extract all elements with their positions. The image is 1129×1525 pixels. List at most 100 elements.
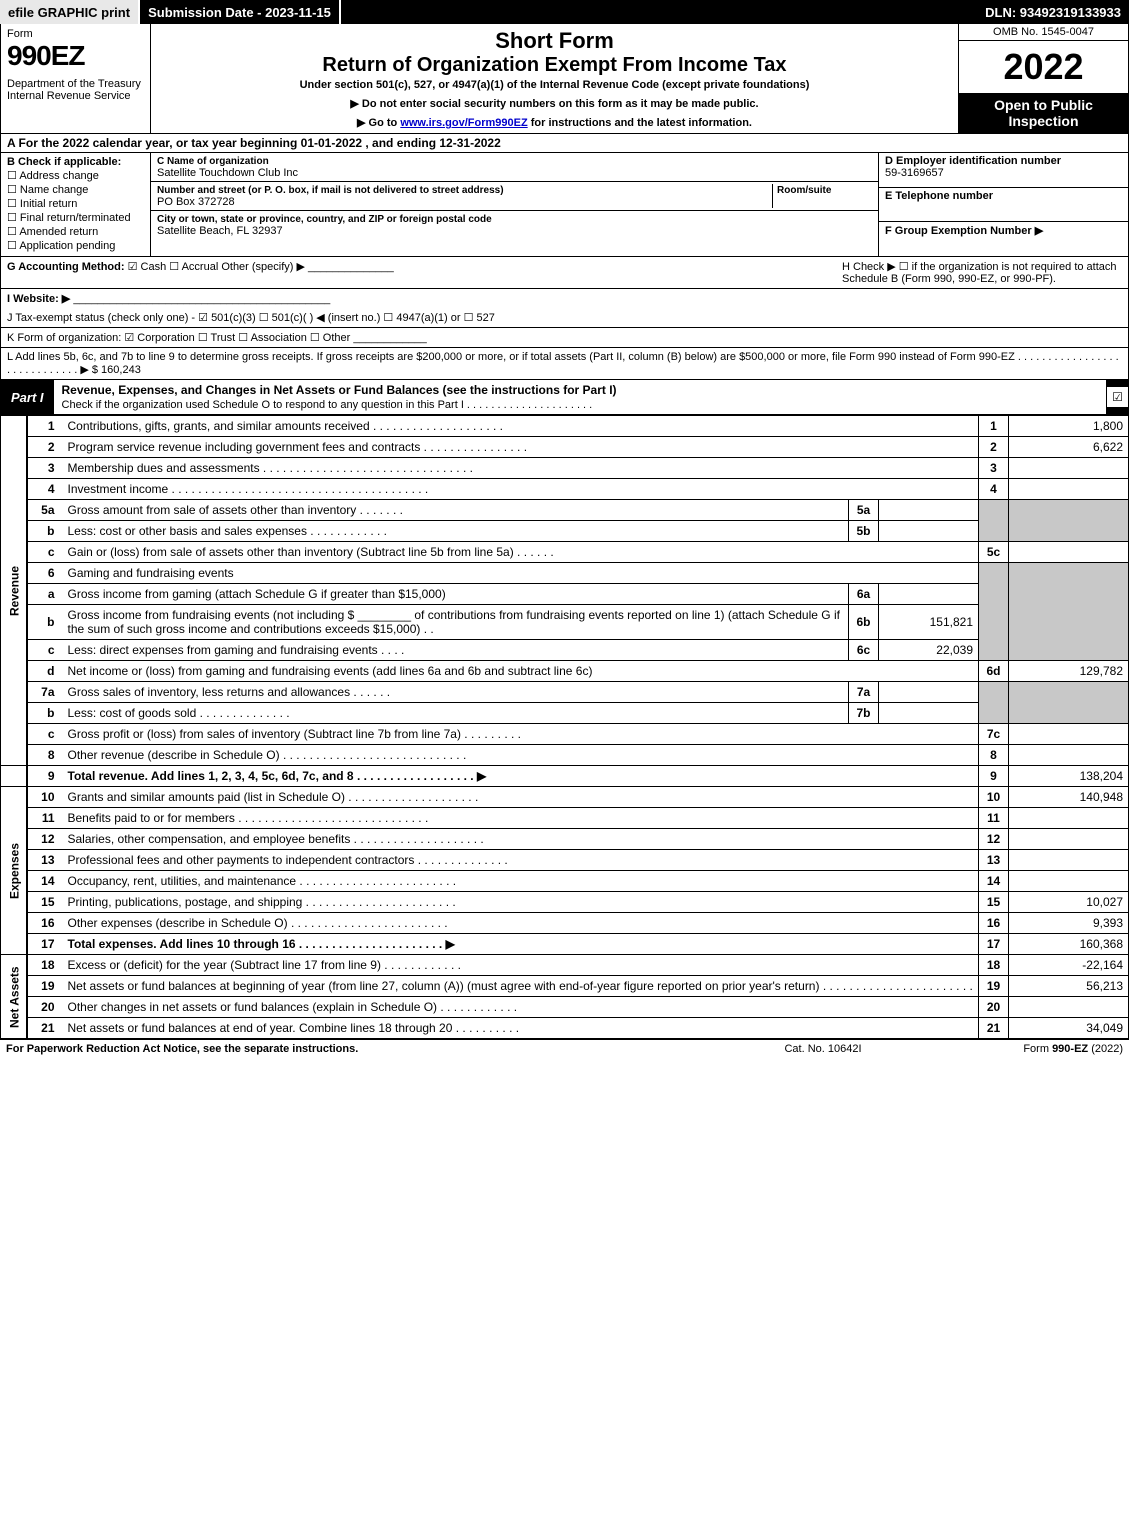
line-4-ln: 4 <box>979 479 1009 500</box>
line-4-num: 4 <box>27 479 63 500</box>
line-1-amt: 1,800 <box>1009 416 1129 437</box>
sidelabel-revenue: Revenue <box>1 416 27 766</box>
line-17-num: 17 <box>27 934 63 955</box>
page-footer: For Paperwork Reduction Act Notice, see … <box>0 1039 1129 1058</box>
line-20-ln: 20 <box>979 997 1009 1018</box>
line-9-desc: Total revenue. Add lines 1, 2, 3, 4, 5c,… <box>63 766 979 787</box>
dept-label: Department of the Treasury <box>7 78 144 90</box>
line-19-num: 19 <box>27 976 63 997</box>
line-7c-amt <box>1009 724 1129 745</box>
line-7b-num: b <box>27 703 63 724</box>
line-7ab-grey <box>979 682 1009 724</box>
line-7c-desc: Gross profit or (loss) from sales of inv… <box>63 724 979 745</box>
short-form-title: Short Form <box>157 28 952 54</box>
line-10-ln: 10 <box>979 787 1009 808</box>
line-5b-desc: Less: cost or other basis and sales expe… <box>63 521 849 542</box>
line-6a-num: a <box>27 584 63 605</box>
line-13-amt <box>1009 850 1129 871</box>
line-6a-sv <box>879 584 979 605</box>
line-3-num: 3 <box>27 458 63 479</box>
line-6d-ln: 6d <box>979 661 1009 682</box>
irs-link[interactable]: www.irs.gov/Form990EZ <box>400 117 527 129</box>
part-1-check[interactable]: ☑ <box>1106 387 1128 407</box>
part-1-header: Part I Revenue, Expenses, and Changes in… <box>0 380 1129 415</box>
org-addr-value: PO Box 372728 <box>157 196 235 208</box>
line-3-amt <box>1009 458 1129 479</box>
line-5a-desc: Gross amount from sale of assets other t… <box>63 500 849 521</box>
footer-right-post: (2022) <box>1088 1043 1123 1055</box>
line-5c-desc: Gain or (loss) from sale of assets other… <box>63 542 979 563</box>
footer-right-form: 990-EZ <box>1052 1043 1088 1055</box>
line-15-ln: 15 <box>979 892 1009 913</box>
line-5b-num: b <box>27 521 63 542</box>
line-21-amt: 34,049 <box>1009 1018 1129 1039</box>
form-header-right: OMB No. 1545-0047 2022 Open to Public In… <box>958 24 1128 133</box>
chk-cash[interactable]: Cash <box>128 261 167 273</box>
chk-accrual[interactable]: Accrual <box>169 261 218 273</box>
row-l-gross-receipts: L Add lines 5b, 6c, and 7b to line 9 to … <box>0 348 1129 380</box>
part-1-table: Revenue 1 Contributions, gifts, grants, … <box>0 415 1129 1039</box>
line-5a-num: 5a <box>27 500 63 521</box>
line-5c-num: c <box>27 542 63 563</box>
footer-right-pre: Form <box>1023 1043 1052 1055</box>
line-13-ln: 13 <box>979 850 1009 871</box>
line-17-desc: Total expenses. Add lines 10 through 16 … <box>63 934 979 955</box>
dln-label: DLN: 93492319133933 <box>977 0 1129 24</box>
line-6c-desc: Less: direct expenses from gaming and fu… <box>63 640 849 661</box>
part-1-title-text: Revenue, Expenses, and Changes in Net As… <box>62 383 617 397</box>
line-7a-sn: 7a <box>849 682 879 703</box>
line-5ab-grey-amt <box>1009 500 1129 542</box>
line-6d-num: d <box>27 661 63 682</box>
line-16-num: 16 <box>27 913 63 934</box>
form-of-organization: K Form of organization: ☑ Corporation ☐ … <box>7 332 350 344</box>
line-6b-sn: 6b <box>849 605 879 640</box>
gross-receipts-text: L Add lines 5b, 6c, and 7b to line 9 to … <box>7 351 1119 376</box>
line-6d-desc: Net income or (loss) from gaming and fun… <box>63 661 979 682</box>
line-20-amt <box>1009 997 1129 1018</box>
row-i-website: I Website: ▶ ___________________________… <box>0 288 1129 308</box>
line-10-amt: 140,948 <box>1009 787 1129 808</box>
chk-name-change[interactable]: Name change <box>7 183 144 196</box>
return-title: Return of Organization Exempt From Incom… <box>157 54 952 77</box>
line-5c-amt <box>1009 542 1129 563</box>
tax-exempt-status: J Tax-exempt status (check only one) - ☑… <box>7 312 495 324</box>
ssn-warning: ▶ Do not enter social security numbers o… <box>157 97 952 110</box>
line-1-desc: Contributions, gifts, grants, and simila… <box>63 416 979 437</box>
goto-suffix: for instructions and the latest informat… <box>528 117 752 129</box>
accounting-method-label: G Accounting Method: <box>7 261 125 273</box>
line-21-num: 21 <box>27 1018 63 1039</box>
line-6-desc: Gaming and fundraising events <box>63 563 979 584</box>
line-11-desc: Benefits paid to or for members . . . . … <box>63 808 979 829</box>
line-7ab-grey-amt <box>1009 682 1129 724</box>
chk-initial-return[interactable]: Initial return <box>7 197 144 210</box>
chk-address-change[interactable]: Address change <box>7 169 144 182</box>
line-20-num: 20 <box>27 997 63 1018</box>
part-1-subtitle: Check if the organization used Schedule … <box>62 399 593 411</box>
form-header-center: Short Form Return of Organization Exempt… <box>151 24 958 133</box>
line-7a-num: 7a <box>27 682 63 703</box>
line-6c-sv: 22,039 <box>879 640 979 661</box>
line-5b-sn: 5b <box>849 521 879 542</box>
org-name-value: Satellite Touchdown Club Inc <box>157 167 298 179</box>
line-21-ln: 21 <box>979 1018 1009 1039</box>
chk-application-pending[interactable]: Application pending <box>7 239 144 252</box>
line-6c-sn: 6c <box>849 640 879 661</box>
line-6abc-grey-amt <box>1009 563 1129 661</box>
irs-label: Internal Revenue Service <box>7 90 144 102</box>
footer-right: Form 990-EZ (2022) <box>923 1043 1123 1055</box>
submission-date-label: Submission Date - 2023-11-15 <box>140 0 341 24</box>
line-16-ln: 16 <box>979 913 1009 934</box>
chk-final-return[interactable]: Final return/terminated <box>7 211 144 224</box>
form-header-left: Form 990EZ Department of the Treasury In… <box>1 24 151 133</box>
chk-amended-return[interactable]: Amended return <box>7 225 144 238</box>
line-6abc-grey <box>979 563 1009 661</box>
line-15-amt: 10,027 <box>1009 892 1129 913</box>
form-header: Form 990EZ Department of the Treasury In… <box>0 24 1129 134</box>
line-14-desc: Occupancy, rent, utilities, and maintena… <box>63 871 979 892</box>
line-11-amt <box>1009 808 1129 829</box>
line-4-amt <box>1009 479 1129 500</box>
line-18-desc: Excess or (deficit) for the year (Subtra… <box>63 955 979 976</box>
line-2-amt: 6,622 <box>1009 437 1129 458</box>
omb-number: OMB No. 1545-0047 <box>959 24 1128 41</box>
footer-left: For Paperwork Reduction Act Notice, see … <box>6 1043 723 1055</box>
